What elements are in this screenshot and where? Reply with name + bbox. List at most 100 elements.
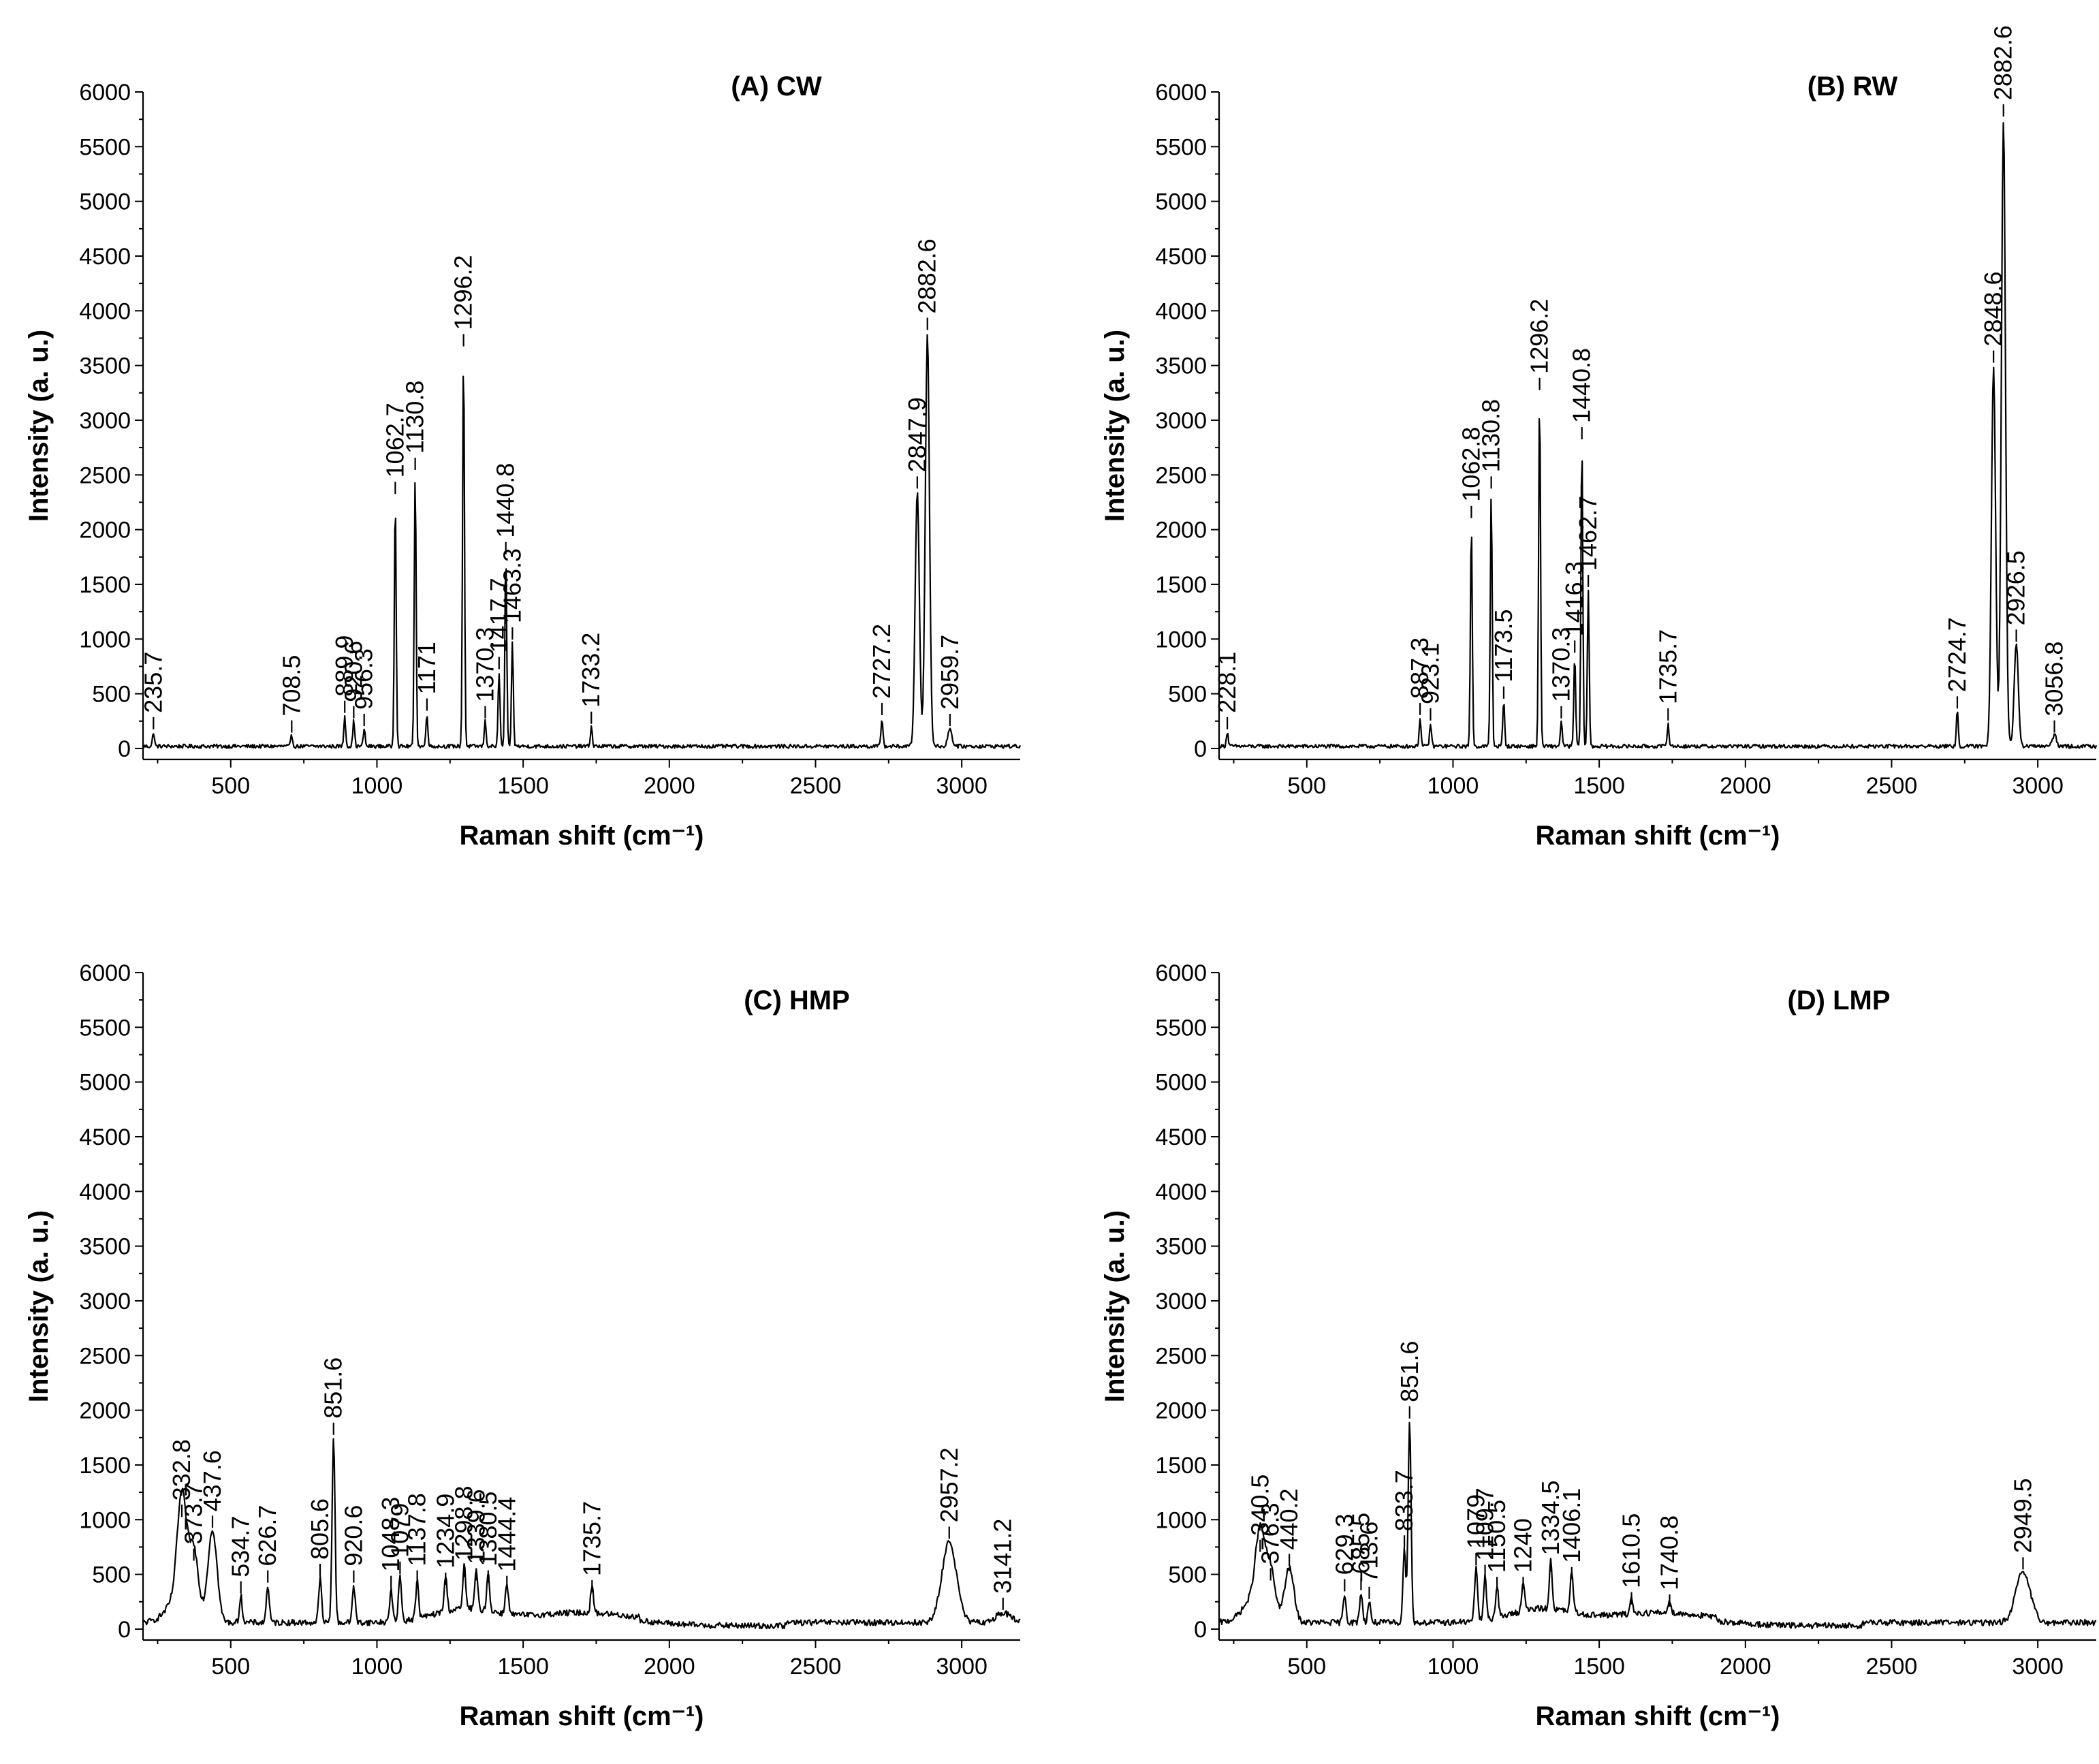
peak-label: 534.7 [227,1516,255,1577]
x-tick-label: 3000 [2012,1654,2064,1680]
peak-label: 1130.8 [401,381,429,454]
x-tick-label: 1000 [351,1654,403,1680]
y-tick-label: 500 [1168,682,1207,708]
spectrum-line [1218,122,2098,749]
y-axis-title: Intensity (a. u.) [1100,1210,1130,1402]
peak-label: 1079 [1462,1494,1489,1549]
peak-label: 1610.5 [1617,1513,1645,1588]
spectrum-line [142,1438,1021,1630]
peak-label: 235.7 [139,652,167,713]
peak-label: 1171 [413,642,441,694]
y-tick-label: 6000 [1155,960,1207,986]
y-tick-label: 6000 [79,960,131,986]
peak-label: 2847.9 [903,397,931,472]
peak-label: 1462.7 [1574,496,1602,571]
y-tick-label: 2000 [79,518,131,544]
y-tick-label: 0 [1194,1617,1207,1643]
peak-label: 1062.7 [381,403,409,477]
x-tick-label: 2000 [1720,773,1771,799]
x-axis-title: Raman shift (cm⁻¹) [1536,821,1780,851]
y-tick-label: 1000 [79,1507,131,1533]
y-tick-label: 2000 [1155,1398,1207,1424]
peak-label: 1298.8 [450,1486,478,1561]
peak-label: 1240 [1509,1518,1537,1573]
y-axis-title: Intensity (a. u.) [24,330,54,522]
peak-label: 1137.8 [403,1493,431,1566]
peak-label: 1339.6 [462,1489,490,1564]
peak-label: 2724.7 [1943,617,1971,692]
peak-label: 1370.3 [471,627,499,702]
x-tick-label: 500 [211,1654,250,1680]
peak-label: 373.7 [180,1483,208,1544]
y-tick-label: 5500 [79,1015,131,1041]
x-tick-label: 2000 [1720,1654,1771,1680]
x-tick-label: 500 [1287,773,1326,799]
peak-label: 920.6 [339,1505,367,1566]
x-tick-label: 1500 [497,1654,549,1680]
peak-label: 889.9 [330,635,358,697]
y-tick-label: 1000 [79,627,131,652]
x-tick-label: 3000 [936,773,988,799]
x-tick-label: 1000 [1427,773,1479,799]
peak-label: 1130.8 [1477,399,1505,472]
peak-label: 1062.8 [1457,427,1485,502]
x-tick-label: 2500 [1866,773,1918,799]
y-tick-label: 500 [1168,1562,1207,1588]
peak-label: 1463.3 [498,548,526,623]
peak-label: 1417.7 [485,578,513,652]
y-tick-label: 1000 [1155,627,1207,652]
y-tick-label: 4000 [79,1179,131,1205]
peak-label: 1733.2 [577,633,605,708]
peak-label: 3056.8 [2040,642,2068,716]
peak-label: 956.3 [350,648,378,710]
y-tick-label: 2500 [79,462,131,488]
peak-label: 626.7 [253,1505,281,1566]
panel-d-lmp: 0 500 1000 1500 2000 2500 3000 3500 4000 4500 5000… [1100,960,2097,1731]
peak-label: 2848.6 [1979,272,2007,347]
y-tick-label: 1500 [1155,572,1207,598]
peak-label: 851.6 [319,1357,347,1419]
y-tick-label: 0 [118,1617,131,1643]
x-tick-label: 500 [211,773,250,799]
x-tick-label: 2500 [1866,1654,1918,1680]
spectrum-line [142,334,1022,749]
x-tick-label: 1500 [1573,1654,1625,1680]
peak-label: 708.5 [277,655,305,716]
y-axis-title: Intensity (a. u.) [24,1210,54,1402]
peak-label: 1296.2 [449,255,477,330]
y-tick-label: 1500 [1155,1453,1207,1479]
y-tick-label: 3500 [1155,353,1207,379]
spectrum-line [1218,1421,2097,1630]
y-tick-label: 4500 [79,1124,131,1150]
peak-label: 1370.3 [1547,627,1575,702]
peak-label: 1735.7 [1654,629,1682,704]
y-tick-label: 4000 [1155,298,1207,324]
y-tick-label: 500 [92,1562,131,1588]
x-tick-label: 2500 [790,773,842,799]
x-tick-label: 1500 [1573,773,1625,799]
peak-label: 2727.2 [868,624,896,699]
panel-b-rw: 0 500 1000 1500 2000 2500 3000 3500 4000 4500 5000… [1100,25,2098,851]
x-axis-title: Raman shift (cm⁻¹) [1536,1701,1780,1731]
y-tick-label: 5500 [1155,1015,1207,1041]
x-axis-title: Raman shift (cm⁻¹) [460,1701,704,1731]
peak-label: 1150.5 [1483,1500,1511,1573]
peak-label: 2882.6 [1989,25,2017,100]
peak-label: 629.3 [1330,1513,1358,1575]
peak-label: 920.6 [339,641,367,702]
peak-label: 1440.8 [1568,348,1596,423]
x-tick-label: 3000 [936,1654,988,1680]
y-tick-label: 5000 [1155,189,1207,215]
y-tick-label: 4000 [79,298,131,324]
y-tick-label: 0 [1194,736,1207,762]
y-tick-label: 5500 [1155,134,1207,160]
peak-label: 713.6 [1355,1522,1383,1583]
peak-label: 833.7 [1390,1470,1418,1531]
y-tick-label: 1500 [79,572,131,598]
peak-label: 1079 [385,1503,413,1558]
x-axis-title: Raman shift (cm⁻¹) [460,821,704,851]
y-tick-label: 3500 [1155,1234,1207,1260]
y-tick-label: 3500 [79,353,131,379]
y-tick-label: 500 [92,682,131,708]
peak-label: 1296.2 [1526,299,1553,374]
